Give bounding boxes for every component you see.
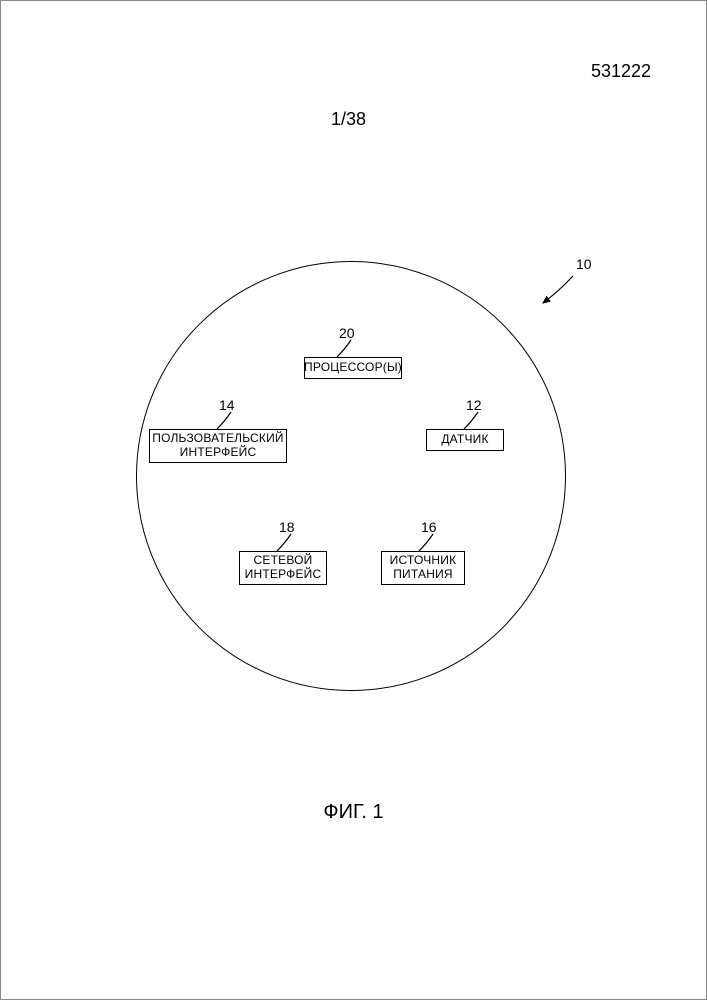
ref-label-14: 14	[219, 397, 235, 413]
ref-label-16: 16	[421, 519, 437, 535]
ref-label-20: 20	[339, 325, 355, 341]
block-net: СЕТЕВОЙИНТЕРФЕЙС	[239, 551, 327, 585]
block-sensor: ДАТЧИК	[426, 429, 504, 451]
page: 531222 1/38 10 ПРОЦЕССОР(Ы) 20 ДАТЧИК 12 ПОЛ…	[0, 0, 707, 1000]
ref-label-10: 10	[576, 256, 592, 272]
block-ui: ПОЛЬЗОВАТЕЛЬСКИЙИНТЕРФЕЙС	[149, 429, 287, 463]
ref-label-12: 12	[466, 397, 482, 413]
ref-label-18: 18	[279, 519, 295, 535]
block-power: ИСТОЧНИКПИТАНИЯ	[381, 551, 465, 585]
page-number: 1/38	[331, 109, 366, 130]
document-number: 531222	[591, 61, 651, 82]
block-processor: ПРОЦЕССОР(Ы)	[304, 357, 402, 379]
figure-caption: ФИГ. 1	[1, 801, 706, 824]
